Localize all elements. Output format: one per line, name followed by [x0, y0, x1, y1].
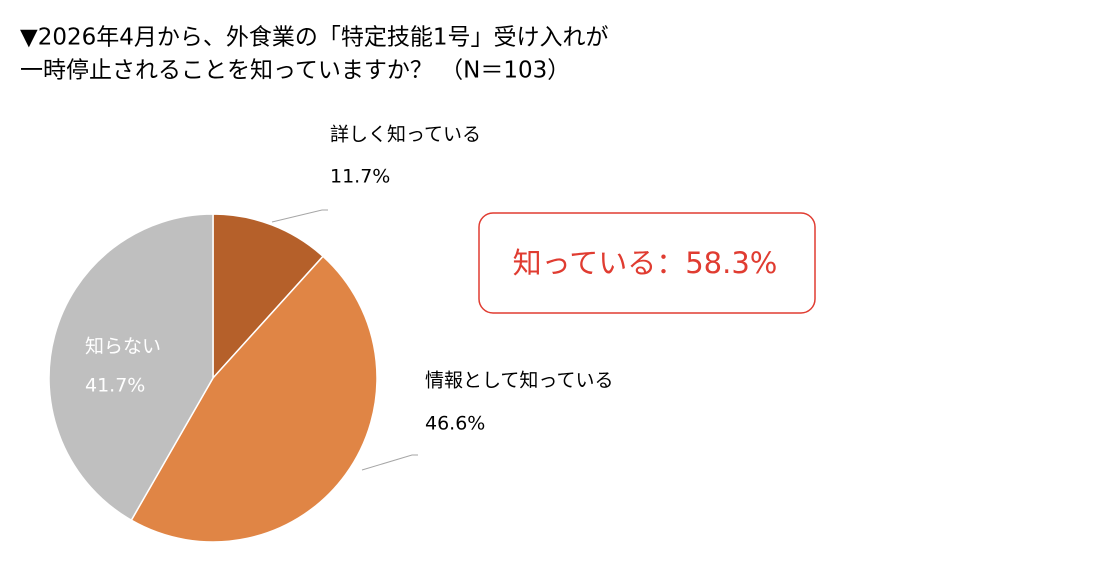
leader-line [361, 454, 418, 471]
chart-title: ▼2026年4月から、外食業の「特定技能1号」受け入れが [20, 25, 609, 51]
value-label: 41.7% [85, 375, 145, 397]
annotation-box [478, 212, 816, 314]
value-label: 46.6% [425, 413, 485, 435]
chart-title: 一時停止されることを知っていますか？ （N＝103） [20, 58, 570, 84]
value-label: 11.7% [330, 166, 390, 188]
annotation: 知っている：58.3% [513, 246, 778, 280]
pie-slice [212, 213, 325, 380]
pie-slice [130, 255, 378, 543]
slice-label: 情報として知っている [425, 370, 613, 392]
leader-line [271, 209, 328, 223]
pie-slice [48, 213, 214, 522]
slice-label: 詳しく知っている [330, 124, 481, 146]
slice-label: 知らない [85, 336, 161, 358]
